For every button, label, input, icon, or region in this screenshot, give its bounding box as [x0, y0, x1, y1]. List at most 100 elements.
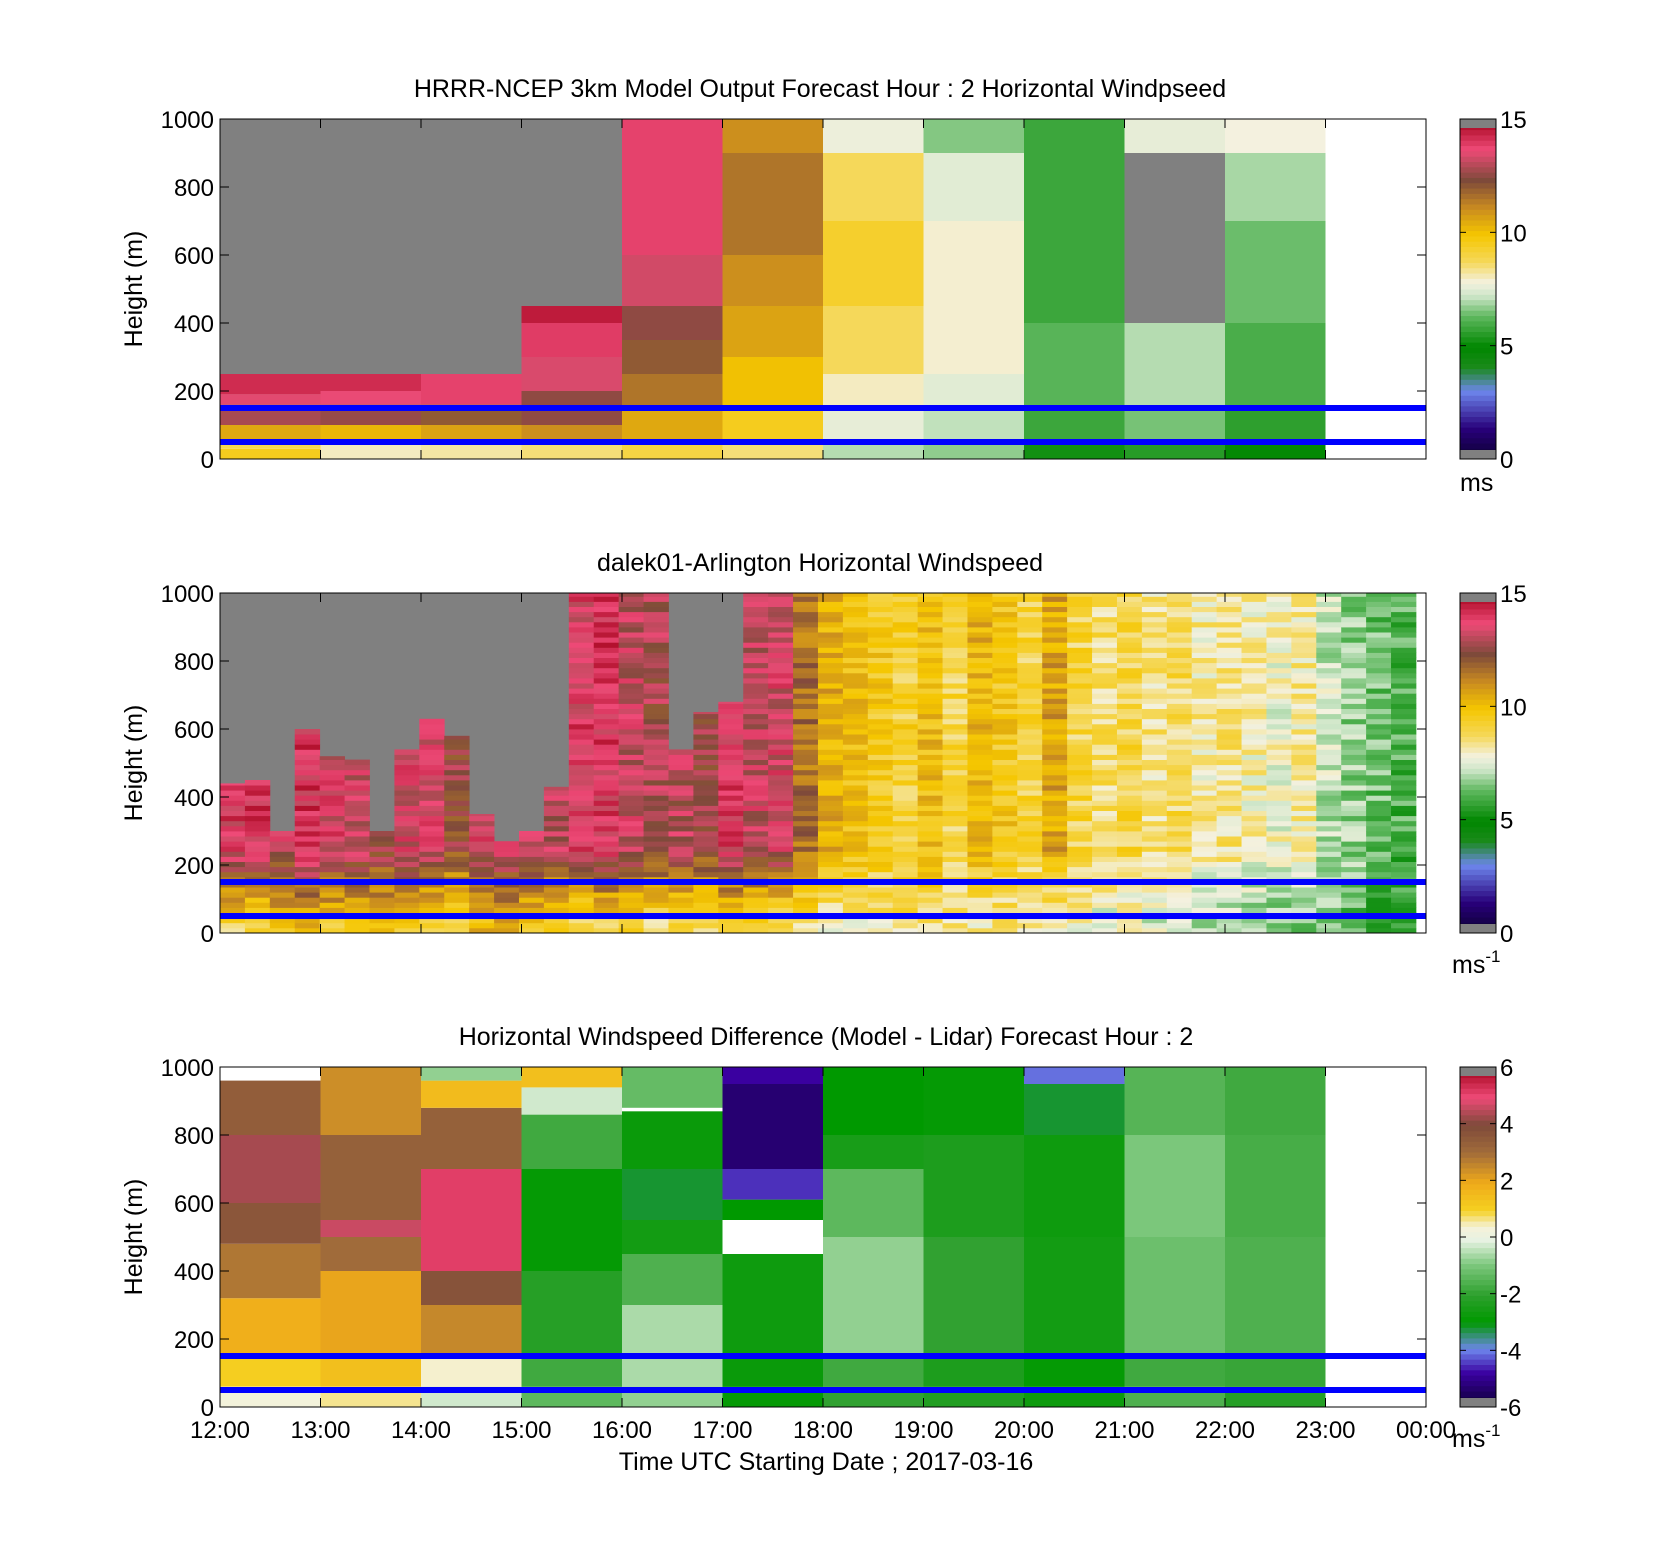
heatmap-cell	[394, 851, 420, 857]
heatmap-cell	[394, 805, 420, 811]
heatmap-cell	[1316, 606, 1342, 613]
heatmap-cell	[618, 780, 644, 786]
heatmap-cell	[568, 672, 595, 679]
heatmap-cell	[593, 836, 620, 842]
heatmap-cell	[1067, 800, 1093, 806]
heatmap-cell	[1391, 642, 1417, 648]
colorbar-swatch	[1460, 1306, 1496, 1312]
heatmap-cell	[220, 790, 246, 796]
heatmap-cell	[1116, 815, 1143, 822]
heatmap-cell	[421, 1067, 522, 1081]
model-heatmap-cells	[220, 119, 1326, 459]
heatmap-cell	[1316, 825, 1342, 832]
heatmap-cell	[220, 866, 246, 873]
heatmap-cell	[867, 703, 894, 709]
colorbar-swatch	[1460, 688, 1496, 695]
heatmap-cell	[1366, 805, 1392, 811]
heatmap-cell	[1391, 637, 1417, 643]
heatmap-cell	[817, 688, 844, 694]
heatmap-cell	[1366, 734, 1392, 740]
heatmap-cell	[643, 672, 669, 679]
heatmap-cell	[1017, 825, 1043, 832]
heatmap-cell	[1017, 795, 1043, 801]
colorbar-swatch	[1460, 432, 1496, 439]
heatmap-cell	[469, 841, 495, 847]
heatmap-cell	[917, 902, 943, 908]
heatmap-cell	[1042, 815, 1068, 822]
heatmap-cell	[1266, 871, 1292, 878]
heatmap-cell	[1241, 851, 1267, 857]
heatmap-cell	[718, 718, 744, 725]
heatmap-cell	[1067, 892, 1093, 898]
heatmap-cell	[768, 902, 794, 908]
heatmap-cell	[1241, 800, 1267, 806]
heatmap-cell	[917, 729, 943, 735]
heatmap-cell	[823, 221, 924, 306]
heatmap-cell	[1316, 902, 1342, 908]
heatmap-cell	[1092, 764, 1118, 771]
heatmap-cell	[494, 856, 520, 862]
x-tick-label: 15:00	[491, 1417, 551, 1444]
heatmap-cell	[768, 662, 794, 669]
heatmap-cell	[1191, 785, 1218, 791]
heatmap-cell	[1366, 642, 1392, 648]
heatmap-cell	[793, 805, 819, 811]
heatmap-cell	[1391, 917, 1417, 924]
heatmap-cell	[618, 647, 644, 653]
heatmap-cell	[1316, 688, 1342, 694]
heatmap-cell	[269, 927, 296, 934]
heatmap-cell	[917, 815, 943, 822]
heatmap-cell	[344, 861, 370, 868]
heatmap-cell	[643, 892, 669, 898]
heatmap-cell	[743, 744, 769, 750]
heatmap-cell	[1341, 616, 1367, 623]
heatmap-cell	[967, 652, 993, 658]
heatmap-cell	[917, 657, 943, 664]
heatmap-cell	[917, 836, 943, 842]
heatmap-cell	[967, 642, 993, 648]
heatmap-cell	[568, 616, 595, 623]
heatmap-cell	[643, 718, 669, 725]
heatmap-cell	[1042, 703, 1068, 709]
heatmap-cell	[1017, 810, 1043, 817]
heatmap-cell	[1116, 621, 1143, 628]
heatmap-cell	[768, 815, 794, 822]
heatmap-cell	[1116, 861, 1143, 868]
heatmap-cell	[568, 703, 595, 709]
heatmap-cell	[1141, 606, 1168, 613]
heatmap-cell	[867, 800, 894, 806]
heatmap-cell	[1141, 621, 1168, 628]
heatmap-cell	[743, 739, 769, 745]
heatmap-cell	[618, 703, 644, 709]
heatmap-cell	[1166, 657, 1193, 664]
heatmap-cell	[992, 703, 1018, 709]
heatmap-cell	[867, 683, 894, 689]
heatmap-cell	[842, 616, 869, 623]
heatmap-cell	[842, 902, 869, 908]
heatmap-cell	[1291, 902, 1317, 908]
heatmap-cell	[344, 851, 370, 857]
colorbar-cap	[1460, 450, 1496, 459]
colorbar-swatch	[1460, 794, 1496, 801]
heatmap-cell	[817, 917, 844, 924]
heatmap-cell	[1391, 785, 1417, 791]
heatmap-cell	[1017, 708, 1043, 715]
heatmap-cell	[1116, 739, 1143, 745]
heatmap-cell	[793, 922, 819, 929]
heatmap-cell	[768, 769, 794, 776]
heatmap-cell	[1166, 846, 1193, 852]
heatmap-cell	[220, 922, 246, 929]
heatmap-cell	[1391, 769, 1417, 776]
heatmap-cell	[992, 606, 1018, 613]
heatmap-cell	[1241, 616, 1267, 623]
heatmap-cell	[867, 637, 894, 643]
heatmap-cell	[618, 831, 644, 837]
heatmap-cell	[1266, 785, 1292, 791]
heatmap-cell	[319, 856, 345, 862]
heatmap-cell	[618, 713, 644, 720]
colorbar-swatch	[1460, 209, 1496, 216]
heatmap-cell	[743, 825, 769, 832]
heatmap-cell	[768, 780, 794, 786]
heatmap-cell	[618, 632, 644, 638]
heatmap-cell	[967, 693, 993, 699]
